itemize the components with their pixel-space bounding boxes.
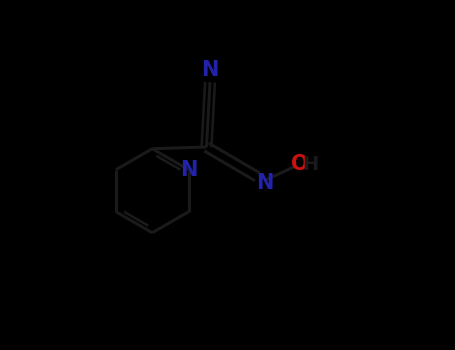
Text: H: H	[303, 155, 319, 174]
Text: N: N	[201, 60, 219, 80]
Text: N: N	[256, 173, 273, 193]
Text: N: N	[180, 160, 197, 180]
Text: O: O	[292, 154, 309, 174]
